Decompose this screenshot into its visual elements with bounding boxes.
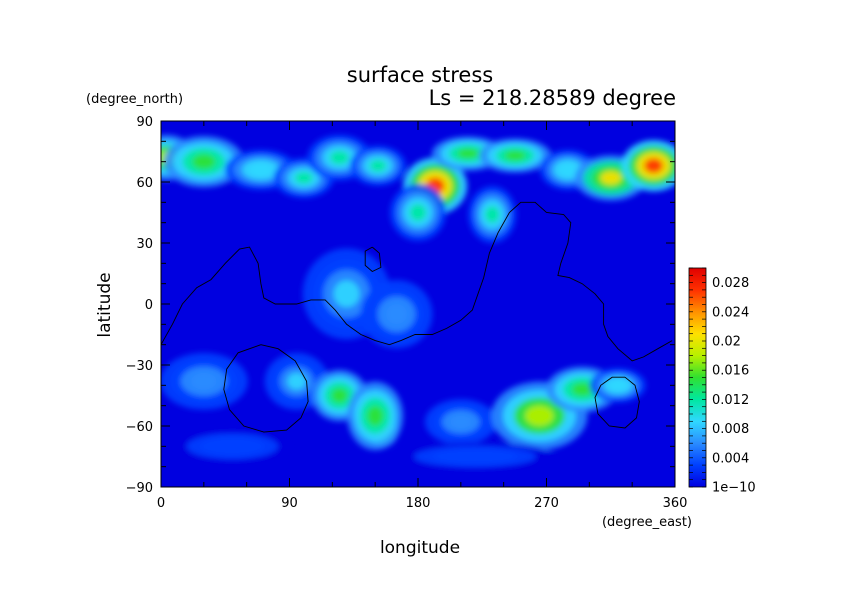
stress-hotspot <box>360 280 433 349</box>
colorbar-ticks: 1e−10 0.004 0.008 0.012 0.016 0.02 0.024 0.028 <box>689 267 756 496</box>
coastline-contour <box>594 376 640 429</box>
colorbar-tick-label: 1e−10 <box>712 481 756 496</box>
coastline-contour <box>223 344 309 433</box>
coastline-contours <box>161 201 673 433</box>
y-tick-label: 60 <box>136 176 153 191</box>
colorbar-tick-label: 0.004 <box>712 451 749 466</box>
y-tick-label: −30 <box>126 359 153 374</box>
y-units-label: (degree_north) <box>86 92 183 107</box>
stress-hotspot <box>163 136 244 188</box>
y-tick-label: 0 <box>145 298 153 313</box>
stress-hotspot <box>161 352 248 410</box>
stress-hotspot <box>347 381 404 450</box>
colorbar-tick-label: 0.024 <box>712 305 749 320</box>
x-axis-label: longitude <box>380 538 460 558</box>
coastline-contour <box>161 201 673 362</box>
y-tick-label: 30 <box>136 237 153 252</box>
x-tick-label: 0 <box>157 496 165 511</box>
stress-field <box>161 121 675 487</box>
stress-hotspot <box>424 399 497 445</box>
stress-hotspot <box>395 442 556 471</box>
hotspot-layer <box>161 134 675 471</box>
stress-hotspot <box>350 145 407 186</box>
colorbar-tick-label: 0.008 <box>712 422 749 437</box>
colorbar-tick-label: 0.028 <box>712 276 749 291</box>
y-tick-label: 90 <box>136 115 153 130</box>
colorbar-tick-label: 0.02 <box>712 335 741 350</box>
stress-hotspot <box>589 368 646 403</box>
stress-hotspot <box>479 138 552 173</box>
stress-hotspot <box>390 184 446 241</box>
x-axis: 0 90 180 270 360 <box>157 121 688 511</box>
chart-subtitle: Ls = 218.28589 degree <box>429 86 676 110</box>
colorbar-tick-label: 0.016 <box>712 364 749 379</box>
colorbar: 1e−10 0.004 0.008 0.012 0.016 0.02 0.024 0.028 <box>688 267 756 496</box>
colorbar-tick-label: 0.012 <box>712 393 749 408</box>
coastline-contour <box>364 246 382 273</box>
stress-hotspot <box>546 366 619 413</box>
stress-hotspot <box>172 429 293 464</box>
x-tick-label: 270 <box>534 496 559 511</box>
stress-hotspot <box>264 352 329 410</box>
y-tick-label: −60 <box>126 420 153 435</box>
y-tick-label: −90 <box>126 481 153 496</box>
y-axis: 90 60 30 0 −30 −60 −90 <box>126 115 675 496</box>
chart-title: surface stress <box>347 63 493 87</box>
stress-hotspot <box>621 140 675 192</box>
x-tick-label: 180 <box>406 496 431 511</box>
y-axis-label: latitude <box>95 272 115 337</box>
x-tick-label: 360 <box>663 496 688 511</box>
stress-hotspot <box>468 186 517 244</box>
x-units-label: (degree_east) <box>602 515 692 530</box>
x-tick-label: 90 <box>281 496 298 511</box>
